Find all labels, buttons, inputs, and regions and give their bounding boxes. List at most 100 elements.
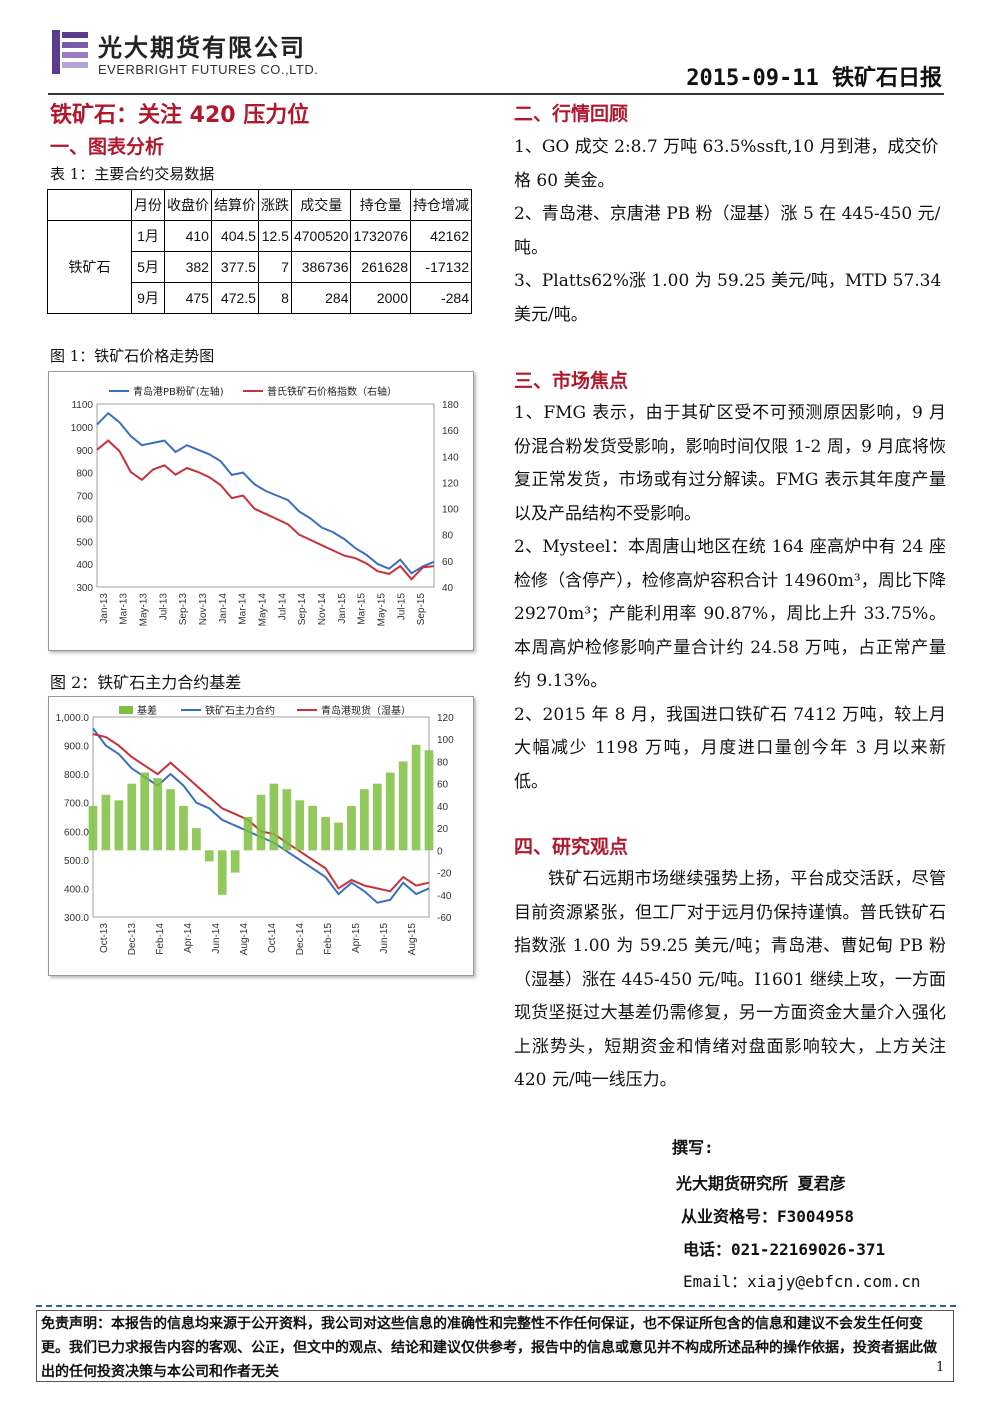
basis-bar <box>372 783 382 851</box>
table-header-cell: 收盘价 <box>163 189 212 221</box>
table-row: 5月 382 377.5 7 386736 261628 -17132 <box>48 251 472 283</box>
x-tick-label: Sep-15 <box>416 593 427 626</box>
table-header-row: 月份 收盘价 结算价 涨跌 成交量 持仓量 持仓增减 <box>47 189 472 221</box>
section-heading-market-focus: 三、市场焦点 <box>514 370 629 392</box>
figure2-basis-chart: 1,000.0 900.0 800.0 700.0 600.0 500.0 400.0 300… <box>56 704 454 956</box>
company-logo <box>50 28 90 76</box>
table-cell: 386736 <box>290 251 352 283</box>
x-tick-label: Jan-13 <box>99 593 110 624</box>
series-line <box>96 439 435 581</box>
legend-swatch <box>119 706 133 714</box>
table-cell: 42162 <box>410 220 472 252</box>
table-corner-cell <box>47 189 132 221</box>
paragraph: 2、2015 年 8 月，我国进口铁矿石 7412 万吨，较上月大幅减少 119… <box>514 704 946 792</box>
paragraph: 3、Platts62%涨 1.00 为 59.25 美元/吨，MTD 57.34… <box>514 271 942 325</box>
y-left-tick-label: 400 <box>76 560 93 571</box>
table-header-cell: 涨跌 <box>257 189 292 221</box>
x-tick-label: Aug-14 <box>239 923 250 956</box>
company-name-cn: 光大期货有限公司 <box>98 34 306 62</box>
x-tick-label: Jan-15 <box>337 593 348 624</box>
basis-bar <box>411 744 421 851</box>
market-focus-text: 1、FMG 表示，由于其矿区受不可预测原因影响，9 月份混合粉发货受影响，影响时… <box>514 397 946 799</box>
table-header-cell: 成交量 <box>290 189 352 221</box>
basis-bar <box>308 805 318 851</box>
paragraph: 2、青岛港、京唐港 PB 粉（湿基）涨 5 在 445-450 元/吨。 <box>514 204 941 258</box>
basis-bar <box>295 800 305 851</box>
table-cell: 8 <box>257 282 292 314</box>
x-tick-label: Sep-14 <box>297 593 308 626</box>
section-heading-chart-analysis: 一、图表分析 <box>50 136 165 158</box>
x-tick-label: Jan-14 <box>218 593 229 624</box>
basis-bar <box>398 761 408 851</box>
y-left-tick-label: 600.0 <box>64 827 89 838</box>
y-right-tick-label: -20 <box>437 869 452 880</box>
y-right-tick-label: -40 <box>437 891 452 902</box>
report-date-title: 2015-09-11 铁矿石日报 <box>686 66 942 91</box>
basis-bar <box>385 772 395 851</box>
table-cell: 5月 <box>130 251 165 283</box>
table-cell: 377.5 <box>210 251 259 283</box>
basis-bar <box>334 822 343 851</box>
x-tick-label: May-14 <box>258 593 269 627</box>
y-right-tick-label: 100 <box>442 505 459 516</box>
legend-label: 基差 <box>137 704 157 717</box>
signature-author: 光大期货研究所 夏君彦 <box>676 1174 846 1193</box>
y-left-tick-label: 300 <box>76 583 93 594</box>
x-tick-label: May-15 <box>376 593 387 627</box>
basis-bar <box>269 783 279 851</box>
x-tick-label: Jul-15 <box>396 593 407 621</box>
table-header-cell: 结算价 <box>210 189 259 221</box>
basis-bar <box>282 789 292 851</box>
table-row: 9月 475 472.5 8 284 2000 -284 <box>48 282 472 314</box>
basis-bar <box>424 750 434 851</box>
section-heading-research-view: 四、研究观点 <box>514 836 629 858</box>
x-tick-label: Aug-15 <box>407 923 418 956</box>
y-left-tick-label: 600 <box>76 514 93 525</box>
y-left-tick-label: 300.0 <box>64 913 89 924</box>
paragraph: 1、GO 成交 2:8.7 万吨 63.5%ssft,10 月到港，成交价格 6… <box>514 137 939 191</box>
y-right-tick-label: 120 <box>442 478 459 489</box>
x-tick-label: Feb-14 <box>155 923 166 955</box>
header-divider <box>48 93 944 95</box>
x-tick-label: Jun-15 <box>379 923 390 954</box>
y-left-tick-label: 800 <box>76 469 93 480</box>
table-cell: 382 <box>163 251 212 283</box>
table-cell: -17132 <box>410 251 472 283</box>
table-caption: 表 1：主要合约交易数据 <box>50 165 215 183</box>
report-title: 铁矿石：关注 420 压力位 <box>50 103 310 128</box>
figure1-price-trend-chart: 1100 1000 900 800 700 600 500 400 300 180 160 140 12… <box>71 385 459 627</box>
basis-bar <box>140 772 150 851</box>
y-left-tick-label: 500 <box>76 537 93 548</box>
x-tick-label: Feb-15 <box>323 923 334 955</box>
legend-label: 青岛港现货（湿基） <box>321 704 411 717</box>
x-tick-label: Jul-13 <box>158 593 169 621</box>
market-review-text: 1、GO 成交 2:8.7 万吨 63.5%ssft,10 月到港，成交价格 6… <box>514 131 946 332</box>
table-cell: 404.5 <box>210 220 259 252</box>
table-cell: 9月 <box>130 282 165 314</box>
y-left-tick-label: 1,000.0 <box>56 713 90 724</box>
signature-label: 撰写: <box>672 1138 714 1157</box>
table-cell: 284 <box>290 282 352 314</box>
basis-bar <box>88 805 98 851</box>
basis-bar <box>204 850 214 862</box>
basis-bar <box>256 794 266 851</box>
x-tick-label: Dec-13 <box>127 923 138 956</box>
series-line <box>96 411 435 575</box>
x-tick-label: Nov-14 <box>317 593 328 626</box>
x-tick-label: Oct-14 <box>267 923 278 953</box>
y-right-tick-label: 60 <box>437 780 449 791</box>
table-cell: 4700520 <box>290 220 352 252</box>
x-tick-label: Mar-14 <box>238 593 249 625</box>
section-heading-market-review: 二、行情回顾 <box>514 103 629 125</box>
x-tick-label: Sep-13 <box>178 593 189 626</box>
table-cell: 472.5 <box>210 282 259 314</box>
y-right-tick-label: 20 <box>437 824 449 835</box>
x-tick-label: May-13 <box>139 593 150 627</box>
figure2-caption: 图 2：铁矿石主力合约基差 <box>50 673 242 692</box>
paragraph: 1、FMG 表示，由于其矿区受不可预测原因影响，9 月份混合粉发货受影响，影响时… <box>514 403 946 524</box>
contract-data-table: 月份 收盘价 结算价 涨跌 成交量 持仓量 持仓增减 铁矿石 1月 410 40… <box>47 189 472 314</box>
y-right-tick-label: 180 <box>442 400 459 411</box>
table-header-cell: 持仓量 <box>350 189 411 221</box>
x-tick-label: Apr-15 <box>351 923 362 953</box>
table-row: 铁矿石 1月 410 404.5 12.5 4700520 1732076 42… <box>47 220 472 314</box>
